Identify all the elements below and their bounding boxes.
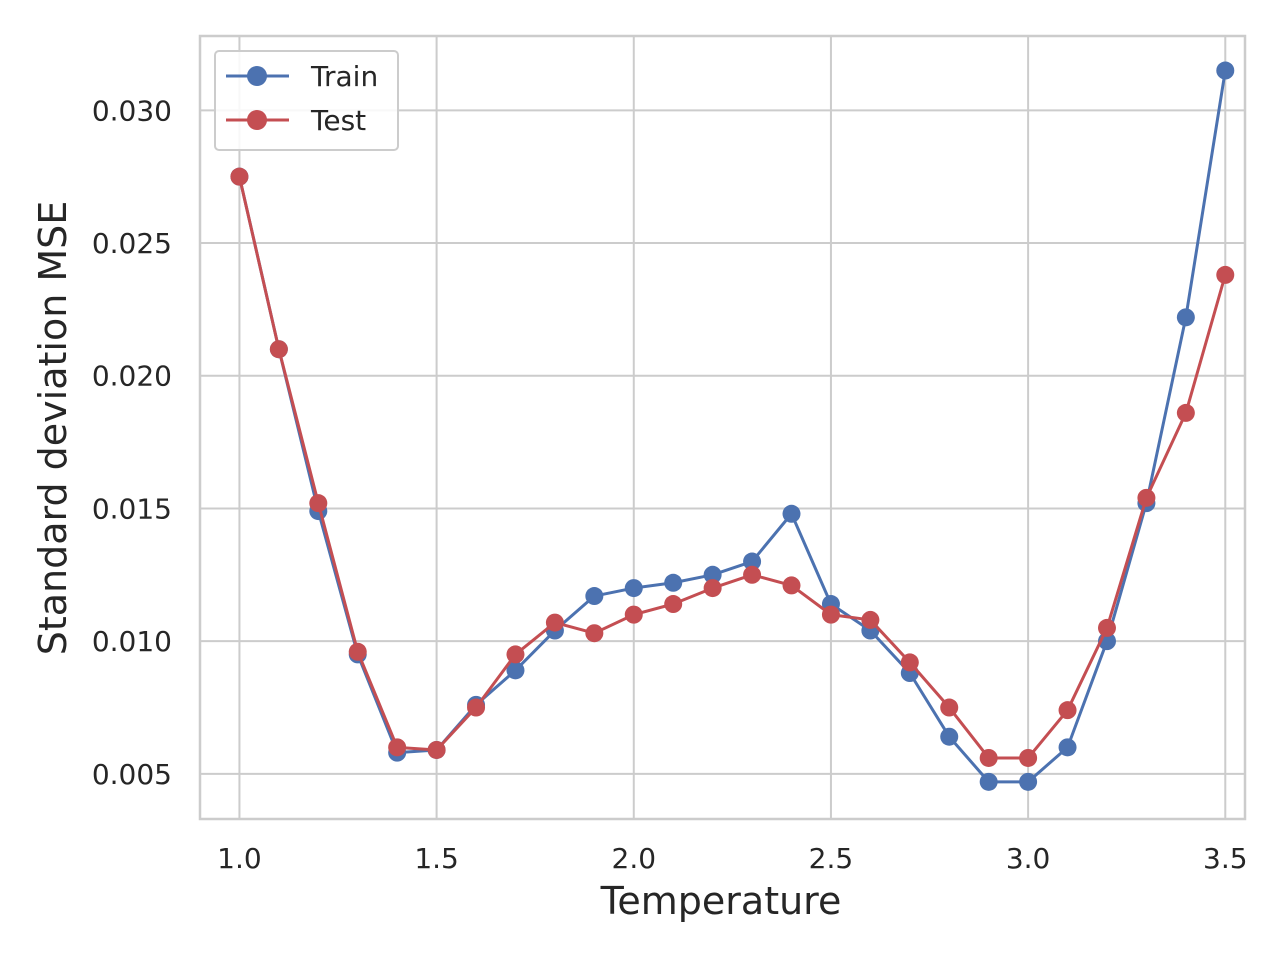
data-point-test [230,167,249,186]
y-axis-label: Standard deviation MSE [31,201,75,656]
data-point-test [506,645,525,664]
data-point-train [782,504,801,523]
y-tick-label: 0.010 [92,625,172,658]
data-point-train [1019,772,1038,791]
data-point-test [664,595,683,614]
x-tick-label: 3.5 [1203,842,1248,875]
series-line-test [237,176,1227,760]
data-point-test [1176,403,1195,422]
data-point-test [861,610,880,629]
data-point-test [743,565,762,584]
x-tick-label: 2.0 [612,842,657,875]
y-tick-label: 0.005 [92,758,172,791]
data-point-test [1058,701,1077,720]
data-point-train [664,573,683,592]
y-tick-label: 0.015 [92,492,172,525]
data-point-train [624,579,643,598]
data-point-test [1216,265,1235,284]
x-tick-label: 3.0 [1006,842,1051,875]
x-tick-label: 1.0 [217,842,262,875]
data-point-test [900,653,919,672]
legend: Train Test [214,50,399,151]
x-tick-labels: 1.0 1.5 2.0 2.5 3.0 3.5 [217,842,1247,875]
y-tick-label: 0.025 [92,227,172,260]
data-point-test [940,698,959,717]
x-axis-label: Temperature [600,879,842,923]
data-point-train [1058,738,1077,757]
data-point-test [782,576,801,595]
data-point-test [309,494,328,513]
data-point-test [269,340,288,359]
data-point-test [388,738,407,757]
series-line-train [237,70,1227,784]
data-point-train [585,587,604,606]
data-point-train [743,552,762,571]
y-tick-label: 0.030 [92,94,172,127]
data-point-test [545,613,564,632]
data-point-train [1216,61,1235,80]
legend-marker-train [247,66,267,86]
data-point-train [703,565,722,584]
x-tick-label: 2.5 [809,842,854,875]
legend-label-test: Test [310,104,366,137]
grid [200,36,1245,819]
data-point-test [624,605,643,624]
data-point-test [427,740,446,759]
data-point-test [1019,748,1038,767]
data-point-train [979,772,998,791]
y-tick-label: 0.020 [92,360,172,393]
data-point-train [940,727,959,746]
plot-frame [198,34,1247,821]
legend-label-train: Train [310,60,378,93]
series-layer [230,61,1235,791]
x-tick-label: 1.5 [414,842,459,875]
data-point-test [1137,488,1156,507]
data-point-test [703,579,722,598]
y-tick-labels: 0.005 0.010 0.015 0.020 0.025 0.030 [92,94,172,791]
data-point-train [1176,308,1195,327]
data-point-test [821,605,840,624]
data-point-test [467,698,486,717]
legend-marker-test [247,110,267,130]
data-point-test [1097,618,1116,637]
data-point-test [585,624,604,643]
data-point-train [506,661,525,680]
data-point-test [348,642,367,661]
data-point-test [979,748,998,767]
